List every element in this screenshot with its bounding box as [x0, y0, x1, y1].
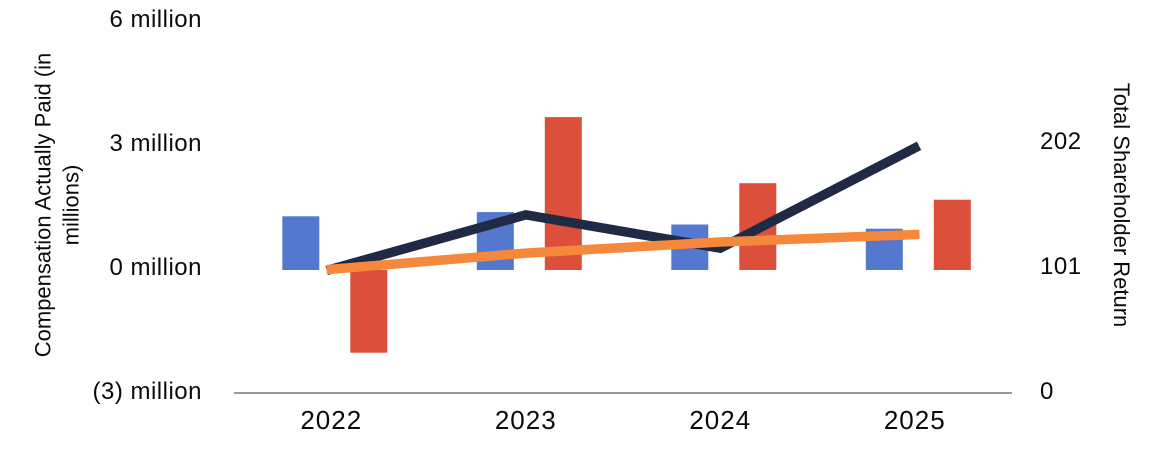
right-axis-tick: 101 — [1040, 253, 1082, 280]
x-axis-label: 2025 — [883, 405, 946, 435]
navy-line — [325, 141, 922, 276]
left-axis-tick: 3 million — [109, 130, 202, 157]
x-axis-label: 2024 — [689, 405, 752, 435]
left-axis-tick: 6 million — [109, 6, 202, 33]
right-axis-tick: 0 — [1040, 378, 1054, 405]
orange-line — [326, 229, 920, 275]
x-axis-label: 2023 — [494, 405, 557, 435]
bar — [933, 199, 971, 270]
bar — [544, 117, 582, 270]
x-axis-label: 2022 — [300, 405, 363, 435]
bar — [350, 270, 388, 353]
left-axis-tick: 0 million — [109, 254, 202, 281]
bar — [282, 216, 320, 270]
right-axis-title-text: Total Shareholder Return — [1108, 82, 1134, 328]
right-axis-tick: 202 — [1040, 128, 1082, 155]
right-axis-title: Total Shareholder Return — [1107, 45, 1135, 365]
left-axis-tick: (3) million — [92, 378, 202, 405]
